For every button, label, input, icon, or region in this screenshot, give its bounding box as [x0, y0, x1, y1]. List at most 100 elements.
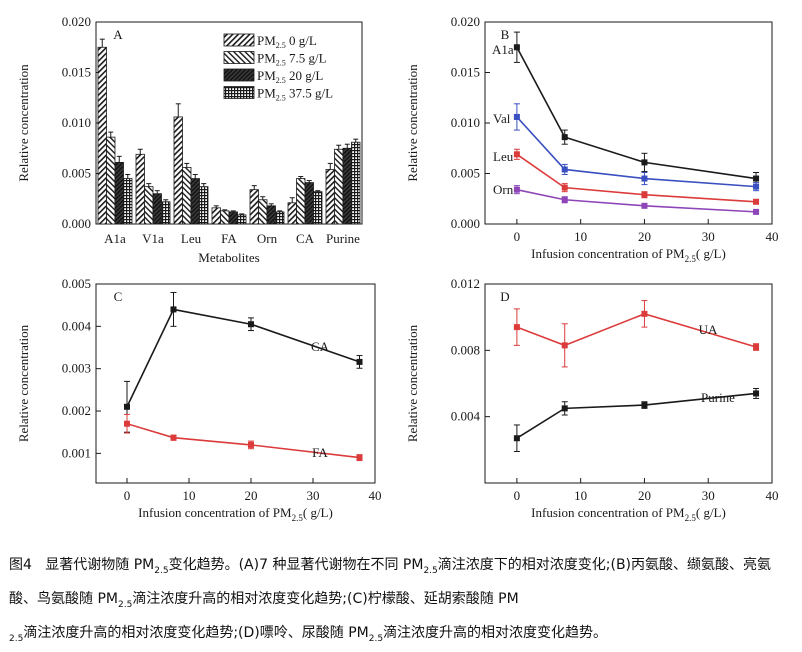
panel-c-xlabel: Infusion concentration of PM2.5( g/L): [138, 505, 333, 523]
panel-d-series-line-0: [516, 313, 757, 348]
panel-b-point-0-0: [513, 44, 520, 51]
caption-sub-5: 2.5: [368, 633, 384, 644]
panel-b-xlabel: Infusion concentration of PM2.5( g/L): [531, 246, 726, 264]
panel-b-series-line-0: [516, 46, 757, 180]
panel-b-point-1-0: [513, 113, 520, 120]
panel-b-point-3-0: [513, 186, 520, 193]
panel-b-xtick-label-3: 30: [702, 229, 715, 244]
plot-layer: 0.000 0.005 0.010 0.015 0.020 Relative concen…: [16, 14, 779, 523]
panel-a-bar-6-2: [342, 147, 352, 225]
panel-c-series-line-0: [126, 308, 360, 408]
panel-b-point-0-3: [753, 175, 760, 182]
panel-c-ylabel: Relative concentration: [16, 324, 31, 442]
panel-c-point-1-0: [124, 420, 130, 427]
caption-t3: 滴注浓度下的相对浓度变化;(B)丙氨酸、缬氨酸、亮氨酸、鸟氨酸随 PM: [9, 557, 772, 607]
panel-a-bar-4-3: [275, 211, 285, 225]
panel-c-ytick-label-4: 0.005: [62, 276, 91, 291]
panel-a-xtick-label-3: FA: [221, 231, 237, 246]
panel-a-bar-2-3: [199, 186, 209, 225]
panel-a-bar-1-1: [144, 186, 154, 225]
panel-b-point-1-2: [641, 175, 648, 182]
panel-a-bar-5-2: [304, 182, 314, 225]
panel-b-xtick-label-1: 10: [574, 229, 587, 244]
panel-d-point-0-0: [513, 324, 520, 331]
panel-a-bar-5-3: [313, 191, 323, 225]
panel-a-bar-0-1: [106, 136, 116, 225]
panel-a-bar-2-1: [182, 167, 192, 225]
panel-d-point-1-3: [753, 390, 760, 397]
panel-a-legend-swatch-3: [223, 86, 255, 99]
panel-c-series-line-1: [126, 422, 360, 459]
caption-t1: 显著代谢物随 PM: [45, 557, 155, 573]
panel-c-panel-letter: C: [114, 289, 123, 304]
panel-b-xtick-label-0: 0: [514, 229, 521, 244]
panel-a-bar-6-3: [351, 141, 361, 225]
panel-d-plot-frame: [484, 283, 773, 484]
panel-d-ylabel: Relative concentration: [405, 324, 420, 442]
panel-a-ytick-label-4: 0.020: [62, 14, 91, 29]
panel-a-legend-swatch-1: [223, 51, 255, 64]
panel-a-bar-6-0: [325, 169, 335, 225]
panel-d-ytick-label-2: 0.012: [451, 276, 480, 291]
panel-a-xtick-label-2: Leu: [181, 231, 202, 246]
panel-c-xtick-label-3: 30: [307, 488, 320, 503]
panel-b-ylabel: Relative concentration: [405, 64, 420, 182]
panel-d-series-label-0: UA: [699, 322, 718, 337]
panel-a-bar-3-0: [211, 207, 221, 225]
panel-a-xlabel: Metabolites: [198, 250, 259, 265]
panel-d-ytick-label-0: 0.004: [451, 409, 481, 424]
panel-c-xtick-label-1: 10: [183, 488, 196, 503]
panel-a-bar-5-1: [296, 178, 306, 225]
panel-b-xtick-label-2: 20: [638, 229, 651, 244]
panel-c-series-label-1: FA: [312, 445, 328, 460]
panel-a-xtick-label-1: V1a: [142, 231, 164, 246]
panel-c-series-label-0: CA: [311, 339, 330, 354]
panel-b-point-3-1: [561, 196, 568, 203]
panel-a-bar-3-2: [228, 211, 238, 225]
panel-c-ytick-label-0: 0.001: [62, 445, 91, 460]
panel-b-series-label-2: Leu: [493, 149, 514, 164]
caption-t4: 滴注浓度升高的相对浓度变化趋势;(C)柠檬酸、延胡索酸随 PM: [132, 590, 519, 607]
panel-a-bar-6-1: [334, 148, 344, 225]
panel-a-ytick-label-2: 0.010: [62, 115, 91, 130]
panel-d-xtick-label-2: 20: [638, 488, 651, 503]
panel-a-bar-4-2: [266, 205, 276, 225]
panel-c-point-1-2: [248, 441, 254, 448]
panel-d-ytick-label-1: 0.008: [451, 342, 480, 357]
panel-a-bar-0-2: [114, 161, 124, 225]
panel-b-ytick-label-1: 0.005: [451, 166, 480, 181]
panel-a-legend-swatch-2: [223, 68, 255, 82]
panel-a-xtick-label-4: Orn: [257, 231, 278, 246]
caption-sub-4: 2.5: [9, 633, 24, 644]
panel-c-ytick-label-3: 0.004: [62, 318, 92, 333]
panel-a-xtick-label-5: CA: [296, 231, 315, 246]
panel-b-series-line-1: [516, 116, 757, 188]
panel-d-xtick-label-3: 30: [702, 488, 715, 503]
panel-a-legend-swatch-0: [223, 33, 255, 47]
panel-a-legend-label-0: PM2.5 0 g/L: [257, 33, 317, 50]
panel-a-bar-2-2: [190, 178, 200, 225]
panel-b-point-2-2: [641, 191, 648, 198]
panel-d-point-1-2: [641, 402, 648, 409]
panel-b-point-2-3: [753, 198, 760, 205]
panel-a-bar-4-0: [249, 189, 259, 225]
panel-a-legend-label-3: PM2.5 37.5 g/L: [257, 86, 333, 103]
panel-d-xlabel: Infusion concentration of PM2.5( g/L): [531, 505, 726, 523]
panel-c-point-0-1: [170, 306, 177, 313]
panel-b-series-label-0: A1a: [492, 42, 514, 57]
panel-a-ylabel: Relative concentration: [16, 64, 31, 182]
panel-b-series-label-1: Val: [493, 111, 511, 126]
panel-a-bar-3-3: [237, 214, 247, 225]
panel-a-ytick-label-3: 0.015: [62, 65, 91, 80]
panel-a-bar-1-3: [161, 201, 171, 225]
panel-b-point-3-3: [753, 208, 760, 215]
panel-b-ytick-label-4: 0.020: [451, 14, 480, 29]
panel-b-point-1-3: [753, 183, 760, 190]
panel-b-ytick-label-0: 0.000: [451, 216, 480, 231]
panel-b-point-2-0: [513, 151, 520, 158]
panel-c-ytick-label-1: 0.002: [62, 403, 91, 418]
caption-sub-3: 2.5: [117, 599, 133, 610]
panel-d-xtick-label-4: 40: [766, 488, 779, 503]
panel-d-panel-letter: D: [500, 289, 509, 304]
panel-b-point-1-1: [561, 166, 568, 173]
